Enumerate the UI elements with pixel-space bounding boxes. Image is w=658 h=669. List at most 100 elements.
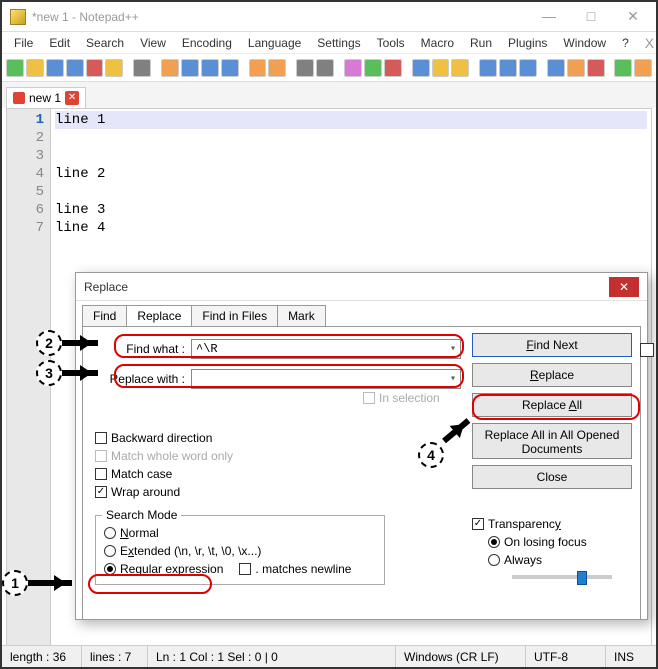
dialog-titlebar: Replace ✕ (76, 273, 647, 301)
toolbar-icon[interactable] (614, 59, 632, 77)
replace-button[interactable]: Replace (472, 363, 632, 387)
toolbar-icon[interactable] (46, 59, 64, 77)
toolbar (2, 54, 656, 82)
toolbar-icon[interactable] (364, 59, 382, 77)
search-mode-legend: Search Mode (102, 508, 181, 522)
transparency-on-losing[interactable]: On losing focus (488, 533, 632, 551)
menu-bar: File Edit Search View Encoding Language … (2, 32, 656, 54)
mode-regex[interactable]: Regular expression . matches newline (104, 560, 376, 578)
toolbar-icon[interactable] (105, 59, 123, 77)
toolbar-icon[interactable] (133, 59, 151, 77)
toolbar-icon[interactable] (567, 59, 585, 77)
minimize-button[interactable]: — (534, 8, 564, 25)
menu-plugins[interactable]: Plugins (502, 34, 553, 52)
wrap-around-option[interactable]: Wrap around (95, 483, 233, 501)
toolbar-icon[interactable] (412, 59, 430, 77)
tab-find-in-files[interactable]: Find in Files (191, 305, 278, 326)
transparency-slider[interactable] (512, 575, 612, 579)
toolbar-icon[interactable] (249, 59, 267, 77)
window-controls: — □ ✕ (534, 8, 648, 25)
close-button[interactable]: ✕ (618, 8, 648, 25)
mode-normal[interactable]: Normal (104, 524, 376, 542)
direction-toggle-checkbox[interactable] (640, 343, 654, 357)
maximize-button[interactable]: □ (576, 8, 606, 25)
toolbar-icon[interactable] (479, 59, 497, 77)
status-lines: lines : 7 (82, 646, 148, 667)
dialog-buttons: Find Next Replace Replace All Replace Al… (472, 333, 632, 489)
replace-all-button[interactable]: Replace All (472, 393, 632, 417)
menu-view[interactable]: View (134, 34, 172, 52)
document-tab[interactable]: new 1 ✕ (6, 87, 86, 108)
transparency-toggle[interactable]: Transparency (472, 515, 632, 533)
backward-option[interactable]: Backward direction (95, 429, 233, 447)
replace-with-label: Replace with : (91, 372, 191, 386)
transparency-always[interactable]: Always (488, 551, 632, 569)
menu-overflow-icon[interactable]: X (639, 33, 658, 53)
toolbar-icon[interactable] (86, 59, 104, 77)
find-next-button[interactable]: Find Next (472, 333, 632, 357)
toolbar-icon[interactable] (519, 59, 537, 77)
status-encoding: UTF-8 (526, 646, 606, 667)
replace-with-input[interactable]: ▾ (191, 369, 461, 389)
dialog-tabs: Find Replace Find in Files Mark (82, 305, 647, 326)
menu-settings[interactable]: Settings (311, 34, 366, 52)
toolbar-icon[interactable] (547, 59, 565, 77)
find-next-label: Find Next (526, 338, 577, 352)
toolbar-icon[interactable] (499, 59, 517, 77)
menu-encoding[interactable]: Encoding (176, 34, 238, 52)
menu-language[interactable]: Language (242, 34, 307, 52)
tab-find[interactable]: Find (82, 305, 127, 326)
find-what-input[interactable]: ^\R ▾ (191, 339, 461, 359)
annotation-arrow-1 (28, 580, 72, 586)
toolbar-icon[interactable] (384, 59, 402, 77)
tab-replace[interactable]: Replace (126, 305, 192, 326)
dialog-body: Find what : ^\R ▾ Replace with : ▾ In se… (82, 326, 641, 620)
unsaved-indicator-icon (13, 92, 25, 104)
menu-help[interactable]: ? (616, 34, 635, 52)
menu-window[interactable]: Window (557, 34, 612, 52)
annotation-step-4: 4 (418, 442, 444, 468)
toolbar-icon[interactable] (451, 59, 469, 77)
toolbar-icon[interactable] (66, 59, 84, 77)
toolbar-icon[interactable] (296, 59, 314, 77)
chevron-down-icon[interactable]: ▾ (450, 373, 456, 385)
toolbar-icon[interactable] (587, 59, 605, 77)
toolbar-icon[interactable] (634, 59, 652, 77)
menu-tools[interactable]: Tools (371, 34, 411, 52)
toolbar-icon[interactable] (316, 59, 334, 77)
transparency-group: Transparency On losing focus Always (472, 515, 632, 579)
annotation-arrow-2 (62, 340, 98, 346)
mode-extended[interactable]: Extended (\n, \r, \t, \0, \x...) (104, 542, 376, 560)
toolbar-icon[interactable] (268, 59, 286, 77)
menu-run[interactable]: Run (464, 34, 498, 52)
toolbar-icon[interactable] (6, 59, 24, 77)
annotation-step-2: 2 (36, 330, 62, 356)
toolbar-icon[interactable] (26, 59, 44, 77)
chevron-down-icon[interactable]: ▾ (450, 343, 456, 355)
menu-edit[interactable]: Edit (43, 34, 76, 52)
replace-dialog: Replace ✕ Find Replace Find in Files Mar… (75, 272, 648, 620)
close-dialog-button[interactable]: Close (472, 465, 632, 489)
dialog-title: Replace (84, 280, 609, 294)
app-icon (10, 9, 26, 25)
status-length: length : 36 (2, 646, 82, 667)
window-titlebar: *new 1 - Notepad++ — □ ✕ (2, 2, 656, 32)
in-selection-option: In selection (363, 391, 440, 405)
dot-newline-checkbox[interactable] (239, 563, 251, 575)
search-options: Backward direction Match whole word only… (95, 429, 233, 501)
toolbar-icon[interactable] (432, 59, 450, 77)
toolbar-icon[interactable] (181, 59, 199, 77)
menu-search[interactable]: Search (80, 34, 130, 52)
menu-macro[interactable]: Macro (415, 34, 460, 52)
tab-mark[interactable]: Mark (277, 305, 326, 326)
toolbar-icon[interactable] (201, 59, 219, 77)
status-bar: length : 36 lines : 7 Ln : 1 Col : 1 Sel… (2, 645, 656, 667)
dialog-close-button[interactable]: ✕ (609, 277, 639, 297)
match-case-option[interactable]: Match case (95, 465, 233, 483)
toolbar-icon[interactable] (221, 59, 239, 77)
toolbar-icon[interactable] (161, 59, 179, 77)
menu-file[interactable]: File (8, 34, 39, 52)
tab-close-icon[interactable]: ✕ (65, 91, 79, 105)
toolbar-icon[interactable] (344, 59, 362, 77)
replace-all-docs-button[interactable]: Replace All in All Opened Documents (472, 423, 632, 459)
